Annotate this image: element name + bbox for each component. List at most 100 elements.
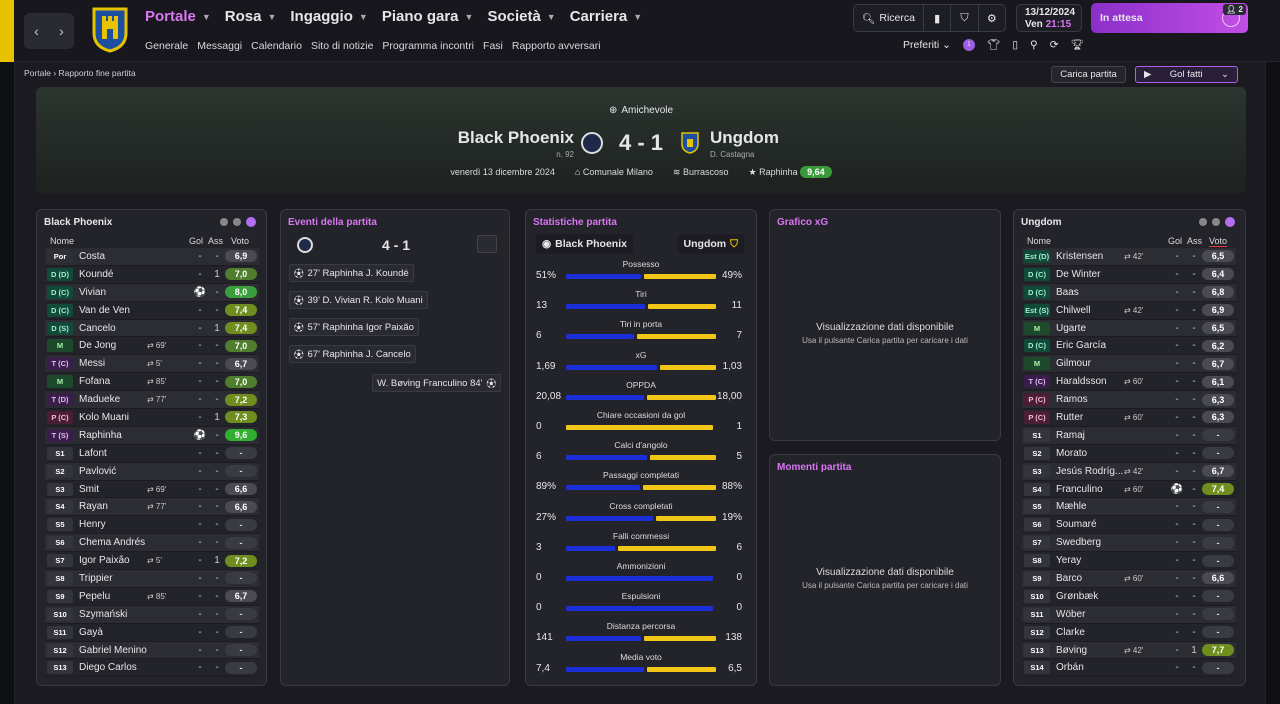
view-dot-active[interactable]	[1225, 217, 1235, 227]
goal-event[interactable]: ⚽︎ 57' Raphinha Igor Paixão	[289, 318, 419, 336]
player-row[interactable]: S1 Ramaj - - -	[1022, 426, 1236, 445]
shirt-icon[interactable]: 👕︎	[986, 39, 1001, 51]
player-name[interactable]: Kristensen	[1056, 250, 1104, 262]
refresh-icon[interactable]: ⟳	[1049, 38, 1059, 51]
player-row[interactable]: S13 Diego Carlos - - -	[45, 659, 259, 678]
breadcrumb-portale[interactable]: Portale	[24, 68, 51, 78]
player-name[interactable]: Van de Ven	[79, 304, 130, 316]
date-display[interactable]: 13/12/2024 Ven 21:15	[1016, 4, 1082, 32]
player-row[interactable]: S13 Bøving ⇄ 42' -1 7,7	[1022, 641, 1236, 660]
player-name[interactable]: Costa	[79, 250, 106, 262]
player-name[interactable]: Pepelu	[79, 590, 111, 602]
player-row[interactable]: S12 Clarke - - -	[1022, 624, 1236, 642]
col-name[interactable]: Nome	[50, 236, 75, 246]
player-row[interactable]: S11 Wöber - - -	[1022, 605, 1236, 624]
player-name[interactable]: Smit	[79, 483, 99, 495]
submenu-fasi[interactable]: Fasi	[483, 40, 503, 52]
bookmark-icon[interactable]: ▮	[924, 5, 952, 31]
player-row[interactable]: P (C) Ramos - -6,3	[1022, 391, 1236, 410]
player-name[interactable]: Koundé	[79, 268, 114, 280]
player-name[interactable]: Diego Carlos	[79, 662, 137, 674]
player-row[interactable]: S8 Trippier - - -	[45, 570, 259, 588]
player-row[interactable]: T (C) Messi ⇄ 5' - -6,7	[45, 355, 259, 374]
player-name[interactable]: De Winter	[1056, 268, 1101, 280]
player-name[interactable]: Haraldsson	[1056, 376, 1107, 388]
player-row[interactable]: S5 Henry - - -	[45, 516, 259, 535]
player-name[interactable]: Gabriel Menino	[79, 644, 147, 656]
goals-dropdown[interactable]: ▶ Gol fatti ⌄	[1135, 66, 1238, 83]
player-name[interactable]: Yeray	[1056, 555, 1082, 567]
player-name[interactable]: Madueke	[79, 394, 121, 406]
col-voto[interactable]: Voto	[231, 236, 250, 246]
player-name[interactable]: Messi	[79, 358, 106, 370]
player-name[interactable]: Henry	[79, 519, 106, 531]
player-row[interactable]: S7 Swedberg - - -	[1022, 534, 1236, 553]
player-name[interactable]: Pavlović	[79, 465, 117, 477]
player-name[interactable]: Mæhle	[1056, 501, 1087, 513]
submenu-generale[interactable]: Generale	[145, 40, 189, 52]
menu-ingaggio[interactable]: Ingaggio ▼	[290, 8, 367, 25]
player-row[interactable]: S9 Barco ⇄ 60' - -6,6	[1022, 570, 1236, 588]
player-row[interactable]: T (S) Raphinha ⚽ -9,6	[45, 426, 259, 445]
player-row[interactable]: T (D) Madueke ⇄ 77' - -7,2	[45, 391, 259, 410]
away-team-name[interactable]: Ungdom	[710, 128, 779, 147]
player-name[interactable]: Soumaré	[1056, 519, 1097, 531]
continue-button[interactable]: In attesa 👤︎ 2	[1091, 3, 1248, 33]
player-row[interactable]: S10 Grønbæk - - -	[1022, 588, 1236, 606]
player-row[interactable]: S12 Gabriel Menino - - -	[45, 641, 259, 660]
player-name[interactable]: Clarke	[1056, 626, 1085, 638]
player-row[interactable]: P (C) Rutter ⇄ 60' - -6,3	[1022, 409, 1236, 427]
player-row[interactable]: S10 Szymański - - -	[45, 605, 259, 624]
col-gol[interactable]: Gol	[1168, 236, 1183, 246]
player-name[interactable]: Vivian	[79, 286, 107, 298]
goal-event[interactable]: W. Bøving Franculino 84' ⚽︎	[372, 374, 501, 392]
player-row[interactable]: D (C) Baas - -6,8	[1022, 283, 1236, 302]
view-dot[interactable]	[1199, 218, 1207, 226]
view-dot-active[interactable]	[246, 217, 256, 227]
player-row[interactable]: M De Jong ⇄ 69' - -7,0	[45, 337, 259, 356]
col-name[interactable]: Nome	[1027, 236, 1052, 246]
forward-arrow-icon[interactable]: ›	[59, 23, 64, 39]
player-row[interactable]: S3 Smit ⇄ 69' - -6,6	[45, 481, 259, 499]
player-name[interactable]: Barco	[1056, 572, 1083, 584]
player-name[interactable]: Trippier	[79, 572, 113, 584]
player-name[interactable]: Wöber	[1056, 608, 1086, 620]
goal-event[interactable]: ⚽︎ 39' D. Vivian R. Kolo Muani	[289, 291, 428, 309]
player-row[interactable]: M Fofana ⇄ 85' - -7,0	[45, 373, 259, 392]
club-crest-icon[interactable]	[90, 5, 130, 53]
col-gol[interactable]: Gol	[189, 236, 204, 246]
player-row[interactable]: T (C) Haraldsson ⇄ 60' - -6,1	[1022, 373, 1236, 392]
player-row[interactable]: S4 Rayan ⇄ 77' - -6,6	[45, 498, 259, 517]
player-name[interactable]: Gilmour	[1056, 358, 1092, 370]
player-name[interactable]: Ramos	[1056, 394, 1088, 406]
player-row[interactable]: S11 Gayà - - -	[45, 624, 259, 642]
player-name[interactable]: De Jong	[79, 340, 117, 352]
player-row[interactable]: D (C) De Winter - -6,4	[1022, 266, 1236, 284]
goal-event[interactable]: ⚽︎ 67' Raphinha J. Cancelo	[289, 345, 416, 363]
player-row[interactable]: S14 Orbán - - -	[1022, 659, 1236, 678]
player-row[interactable]: P (C) Kolo Muani -1 7,3	[45, 409, 259, 427]
player-name[interactable]: Swedberg	[1056, 537, 1102, 549]
player-name[interactable]: Eric García	[1056, 340, 1107, 352]
search-button[interactable]: 🔍︎ Ricerca	[854, 5, 924, 31]
player-row[interactable]: S3 Jesús Rodríg... ⇄ 42' - -6,7	[1022, 462, 1236, 481]
player-row[interactable]: S6 Soumaré - - -	[1022, 516, 1236, 535]
player-row[interactable]: S4 Franculino ⇄ 60' ⚽ -7,4	[1022, 481, 1236, 499]
player-name[interactable]: Jesús Rodríg...	[1056, 465, 1124, 477]
notification-badge[interactable]: 1	[962, 38, 975, 51]
player-name[interactable]: Fofana	[79, 376, 111, 388]
submenu-sito-notizie[interactable]: Sito di notizie	[310, 40, 374, 52]
submenu-rapporto-avversari[interactable]: Rapporto avversari	[511, 40, 601, 52]
player-name[interactable]: Bøving	[1056, 644, 1088, 656]
player-name[interactable]: Szymański	[79, 608, 128, 620]
gear-icon[interactable]: ⚙	[986, 12, 997, 25]
goal-event[interactable]: ⚽︎ 27' Raphinha J. Koundé	[289, 264, 414, 282]
menu-rosa[interactable]: Rosa ▼	[225, 8, 277, 25]
player-row[interactable]: S5 Mæhle - - -	[1022, 498, 1236, 517]
player-name[interactable]: Chilwell	[1056, 304, 1091, 316]
tactics-icon[interactable]: ⚲	[1030, 38, 1038, 51]
view-dot[interactable]	[1212, 218, 1220, 226]
player-row[interactable]: D (C) Vivian ⚽ -8,0	[45, 283, 259, 302]
col-voto[interactable]: Voto	[1209, 236, 1228, 247]
menu-portale[interactable]: Portale ▼	[145, 8, 211, 25]
